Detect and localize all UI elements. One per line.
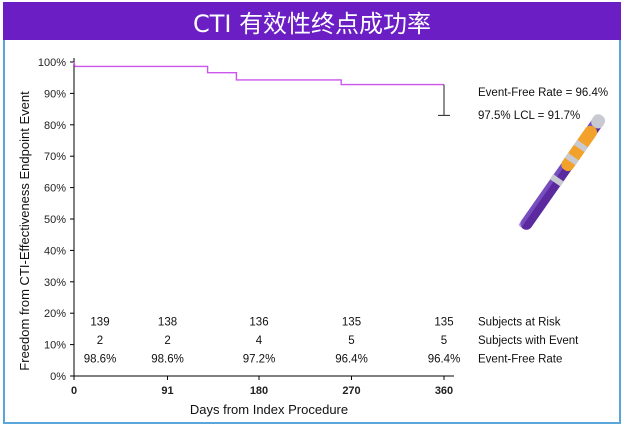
risk-table-cell: 5 xyxy=(441,335,447,347)
risk-table-row-label: Subjects with Event xyxy=(478,335,579,347)
risk-table-cell: 2 xyxy=(97,335,103,347)
y-tick-label: 80% xyxy=(44,120,66,132)
y-tick-label: 0% xyxy=(50,371,66,383)
risk-table-cell: 5 xyxy=(348,335,354,347)
risk-table-row-label: Subjects at Risk xyxy=(478,317,561,329)
risk-table-cell: 2 xyxy=(164,335,170,347)
y-tick-label: 100% xyxy=(38,57,66,69)
risk-table-cell: 98.6% xyxy=(84,354,117,366)
x-tick-label: 91 xyxy=(161,385,173,397)
catheter-tip-segment xyxy=(561,125,598,172)
risk-table-cell: 4 xyxy=(256,335,263,347)
x-tick-label: 180 xyxy=(250,385,268,397)
y-tick-label: 90% xyxy=(44,88,66,100)
risk-table-cell: 96.4% xyxy=(335,354,368,366)
catheter-electrode xyxy=(573,139,588,153)
title-bar: CTI 有效性终点成功率 xyxy=(3,2,621,40)
catheter-icon xyxy=(518,114,606,230)
y-tick-label: 20% xyxy=(44,308,66,320)
y-tick-label: 60% xyxy=(44,183,66,195)
x-tick-label: 360 xyxy=(435,385,453,397)
risk-table-cell: 135 xyxy=(434,317,453,329)
series-layer xyxy=(73,61,450,116)
risk-table-row-label: Event-Free Rate xyxy=(478,354,562,366)
y-tick-label: 50% xyxy=(44,214,66,226)
risk-table: 139 138 136 135 135 Subjects at Risk 2 2 4 5 5 Subj… xyxy=(84,317,579,366)
page-title: CTI 有效性终点成功率 xyxy=(192,9,432,38)
x-tick-label: 270 xyxy=(342,385,360,397)
risk-table-cell: 138 xyxy=(158,317,177,329)
y-tick-label: 30% xyxy=(44,277,66,289)
risk-table-cell: 139 xyxy=(90,317,109,329)
catheter-tip xyxy=(591,114,606,129)
y-axis-title: Freedom from CTI-Effectiveness Endpoint … xyxy=(17,91,32,371)
risk-table-cell: 96.4% xyxy=(428,354,461,366)
risk-table-cell: 136 xyxy=(249,317,268,329)
lcl-annotation: 97.5% LCL = 91.7% xyxy=(478,110,580,122)
event-free-rate-annotation: Event-Free Rate = 96.4% xyxy=(478,87,608,99)
annotations: Event-Free Rate = 96.4% 97.5% LCL = 91.7% xyxy=(478,87,608,122)
risk-table-cell: 98.6% xyxy=(151,354,184,366)
catheter-electrode xyxy=(564,152,579,166)
x-tick-label: 0 xyxy=(71,385,77,397)
y-tick-label: 40% xyxy=(44,245,66,257)
risk-table-cell: 135 xyxy=(342,317,361,329)
y-tick-label: 70% xyxy=(44,151,66,163)
x-axis-title: Days from Index Procedure xyxy=(190,402,348,417)
catheter-electrode xyxy=(549,174,564,187)
y-tick-label: 10% xyxy=(44,340,66,352)
axes: 0% 10% 20% 30% 40% 50% 60% 70% 80% 90% 100% 0 91 180 2… xyxy=(17,57,454,417)
risk-table-cell: 97.2% xyxy=(243,354,276,366)
chart-frame xyxy=(3,2,621,424)
survival-curve xyxy=(73,61,444,86)
